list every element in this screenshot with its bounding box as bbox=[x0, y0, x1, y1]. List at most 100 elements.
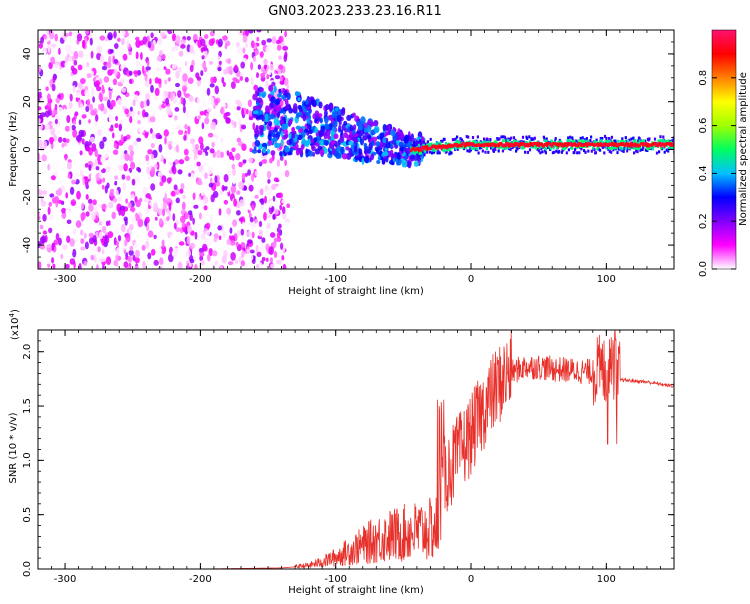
spectrogram-cell bbox=[149, 127, 153, 134]
spectrogram-ridge-cell bbox=[415, 143, 418, 147]
spectrogram-cell bbox=[259, 188, 264, 196]
spectrogram-ridge-cell bbox=[552, 146, 555, 150]
spectrogram-ridge-cell bbox=[533, 136, 536, 140]
spectrogram-cell bbox=[69, 124, 73, 132]
spectrogram-cell bbox=[256, 30, 262, 33]
spectrogram-ridge-cell bbox=[553, 150, 556, 154]
spectrogram-ridge-cell bbox=[639, 146, 642, 150]
spectrogram-ridge-cell bbox=[531, 138, 534, 141]
spectrogram-ridge-cell bbox=[653, 137, 657, 141]
spectrogram-cell bbox=[197, 149, 203, 156]
spectrogram-cell bbox=[340, 129, 344, 136]
spectrogram-cell bbox=[118, 123, 123, 132]
spectrogram-ridge-cell bbox=[594, 140, 597, 144]
spectrogram-cell bbox=[129, 224, 134, 231]
spectrogram-cell bbox=[183, 134, 187, 141]
spectrogram-cell bbox=[380, 132, 385, 137]
spectrogram-cell bbox=[127, 202, 132, 209]
spectrogram-cell bbox=[84, 89, 90, 97]
spectrogram-cell bbox=[71, 56, 75, 62]
spectrogram-cell bbox=[349, 152, 354, 157]
spectrogram-cell bbox=[209, 205, 215, 212]
spectrogram-cell bbox=[102, 265, 105, 269]
spectrogram-ridge-cell bbox=[583, 149, 586, 153]
spectrogram-cell bbox=[149, 78, 152, 85]
spectrogram-cell bbox=[251, 173, 255, 182]
spectrogram-cell bbox=[61, 207, 67, 214]
spectrogram-cell bbox=[188, 210, 193, 216]
spectrogram-cell bbox=[145, 66, 151, 71]
spectrogram-cell bbox=[52, 75, 56, 84]
spectrogram-ridge-cell bbox=[490, 146, 493, 150]
spectrogram-cell bbox=[324, 116, 329, 124]
spectrogram-ridge-cell bbox=[521, 146, 524, 150]
spectrogram-ridge-cell bbox=[624, 140, 627, 144]
spectrogram-cell bbox=[168, 143, 172, 150]
spectrogram-cell bbox=[214, 175, 218, 184]
spectrogram-ridge-cell bbox=[626, 139, 629, 143]
spectrogram-ridge-cell bbox=[485, 140, 488, 144]
spectrogram-cell bbox=[208, 38, 215, 47]
spectrogram-cell bbox=[80, 78, 86, 84]
spectrogram-ridge-cell bbox=[426, 140, 429, 144]
spectrogram-ridge-cell bbox=[422, 147, 426, 151]
spectrogram-cell bbox=[258, 87, 264, 93]
spectrogram-ridge-cell bbox=[597, 147, 600, 151]
spectrogram-ridge-cell bbox=[517, 142, 520, 146]
spectrogram-cell bbox=[231, 163, 235, 170]
spectrogram-ridge-cell bbox=[444, 141, 447, 145]
spectrogram-cell bbox=[185, 67, 192, 76]
spectrogram-cell bbox=[291, 133, 296, 139]
spectrogram-cell bbox=[223, 174, 229, 183]
spectrogram-ridge-cell bbox=[535, 143, 538, 147]
spectrogram-cell bbox=[133, 140, 138, 146]
spectrogram-cell bbox=[271, 81, 276, 87]
spectrogram-ridge-cell bbox=[477, 151, 480, 155]
spectrogram-ridge-cell bbox=[667, 139, 670, 143]
x-tick-label: -300 bbox=[54, 574, 77, 585]
spectrogram-cell bbox=[94, 159, 98, 166]
spectrogram-cell bbox=[50, 250, 54, 257]
spectrogram-cell bbox=[38, 153, 41, 162]
spectrogram-cell bbox=[239, 76, 243, 81]
spectrogram-cell bbox=[161, 54, 166, 60]
spectrogram-ridge-cell bbox=[542, 144, 546, 148]
spectrogram-ridge-cell bbox=[524, 150, 527, 154]
spectrogram-cell bbox=[188, 172, 192, 177]
spectrogram-cell bbox=[171, 249, 178, 257]
spectrogram-cell bbox=[212, 250, 218, 257]
spectrogram-ridge-cell bbox=[662, 146, 666, 150]
spectrogram-ridge-cell bbox=[419, 139, 422, 143]
spectrogram-cell bbox=[166, 177, 172, 184]
spectrogram-cell bbox=[307, 110, 312, 115]
spectrogram-cell bbox=[245, 30, 249, 37]
spectrogram-cell bbox=[353, 133, 359, 138]
spectrogram-ridge-cell bbox=[622, 149, 625, 153]
spectrogram-cell bbox=[154, 77, 159, 84]
spectrogram-cell bbox=[353, 145, 358, 153]
spectrogram-ridge-cell bbox=[600, 139, 603, 143]
spectrogram-cell bbox=[119, 155, 123, 160]
y-tick-label: 1.0 bbox=[22, 452, 33, 468]
spectrogram-cell bbox=[49, 30, 55, 40]
spectrogram-ridge-cell bbox=[507, 137, 510, 141]
spectrogram-ridge-cell bbox=[528, 148, 532, 152]
spectrogram-cell bbox=[207, 253, 211, 262]
spectrogram-cell bbox=[206, 108, 212, 113]
spectrogram-cell bbox=[65, 263, 70, 269]
spectrogram-cell bbox=[354, 138, 359, 143]
spectrogram-cell bbox=[40, 112, 46, 118]
spectrogram-ridge-cell bbox=[513, 139, 516, 143]
spectrogram-cell bbox=[114, 228, 120, 235]
spectrogram-ridge-cell bbox=[544, 149, 547, 153]
spectrogram-cell bbox=[165, 197, 172, 203]
spectrogram-cell bbox=[54, 118, 58, 125]
spectrogram-cell bbox=[220, 265, 223, 269]
spectrogram-cell bbox=[324, 109, 328, 117]
spectrogram-cell bbox=[127, 255, 133, 263]
spectrogram-ridge-cell bbox=[634, 139, 637, 143]
spectrogram-cell bbox=[348, 147, 353, 154]
spectrogram-cell bbox=[159, 257, 164, 265]
spectrogram-cell bbox=[227, 58, 232, 65]
spectrogram-cell bbox=[279, 155, 284, 161]
